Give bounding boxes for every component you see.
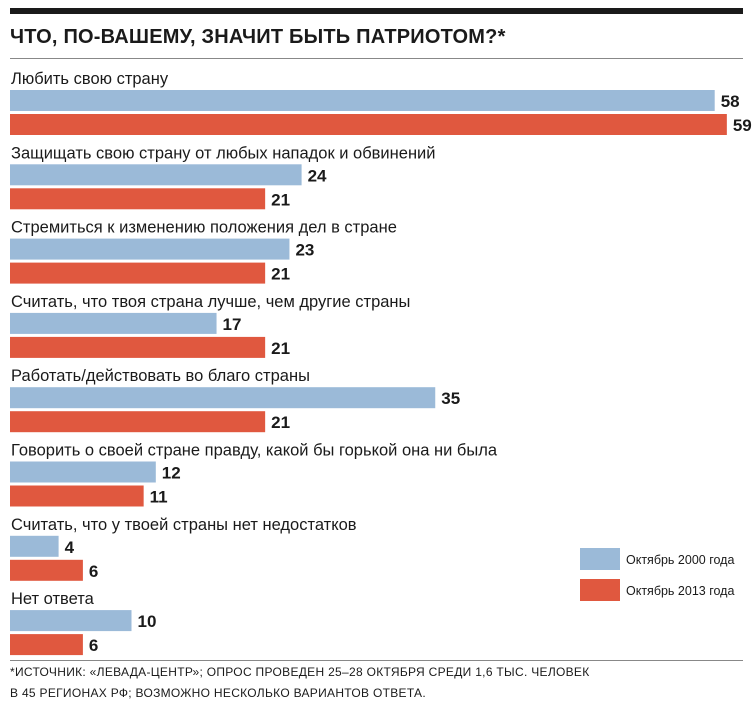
- chart-title: ЧТО, ПО-ВАШЕМУ, ЗНАЧИТ БЫТЬ ПАТРИОТОМ?*: [10, 26, 506, 48]
- value-label-2013: 11: [150, 488, 168, 507]
- title-divider: [10, 58, 743, 59]
- legend-swatch-2013: [580, 579, 620, 601]
- bar-2000: [10, 164, 302, 186]
- category-label: Считать, что у твоей страны нет недостат…: [11, 516, 357, 534]
- value-label-2000: 58: [721, 92, 740, 111]
- bar-2000: [10, 238, 290, 260]
- bar-2000: [10, 461, 156, 483]
- value-label-2013: 6: [89, 636, 98, 655]
- bar-2000: [10, 90, 715, 111]
- category-label: Работать/действовать во благо страны: [11, 367, 310, 385]
- footnote-divider: [10, 660, 743, 661]
- value-label-2013: 21: [271, 339, 290, 358]
- footnote-line-1: *ИСТОЧНИК: «ЛЕВАДА-ЦЕНТР»; ОПРОС ПРОВЕДЕ…: [10, 665, 590, 679]
- category-label: Защищать свою страну от любых нападок и …: [11, 144, 436, 162]
- legend-label-2013: Октябрь 2013 года: [626, 584, 734, 598]
- bar-2000: [10, 535, 59, 557]
- footnote: *ИСТОЧНИК: «ЛЕВАДА-ЦЕНТР»; ОПРОС ПРОВЕДЕ…: [10, 662, 743, 704]
- bar-chart: Любить свою страну 58 59 Защищать свою стра…: [10, 70, 752, 656]
- value-label-2013: 21: [271, 413, 290, 432]
- value-label-2000: 10: [138, 612, 157, 631]
- top-rule: [10, 8, 743, 14]
- value-label-2000: 24: [308, 166, 327, 185]
- value-label-2000: 17: [223, 315, 242, 334]
- value-label-2000: 35: [441, 389, 460, 408]
- bar-2013: [10, 114, 727, 135]
- value-label-2013: 59: [733, 116, 752, 135]
- bar-2013: [10, 411, 266, 433]
- category-label: Говорить о своей стране правду, какой бы…: [11, 442, 498, 460]
- bar-2000: [10, 387, 436, 409]
- legend-swatch-2000: [580, 548, 620, 570]
- bar-2013: [10, 188, 266, 210]
- value-label-2000: 12: [162, 464, 181, 483]
- bar-2000: [10, 610, 132, 632]
- legend-label-2000: Октябрь 2000 года: [626, 553, 734, 567]
- value-label-2000: 4: [65, 538, 75, 557]
- bar-2013: [10, 336, 266, 358]
- category-label: Стремиться к изменению положения дел в с…: [11, 219, 397, 237]
- category-label: Любить свою страну: [11, 70, 169, 88]
- bar-2013: [10, 634, 83, 656]
- category-label: Нет ответа: [11, 590, 95, 608]
- bar-2013: [10, 262, 266, 284]
- footnote-line-2: В 45 РЕГИОНАХ РФ; ВОЗМОЖНО НЕСКОЛЬКО ВАР…: [10, 686, 426, 700]
- value-label-2013: 6: [89, 562, 98, 581]
- value-label-2000: 23: [295, 241, 314, 260]
- bar-2000: [10, 312, 217, 334]
- category-label: Считать, что твоя страна лучше, чем друг…: [11, 293, 410, 311]
- bar-2013: [10, 485, 144, 507]
- bar-2013: [10, 559, 83, 581]
- value-label-2013: 21: [271, 190, 290, 209]
- value-label-2013: 21: [271, 265, 290, 284]
